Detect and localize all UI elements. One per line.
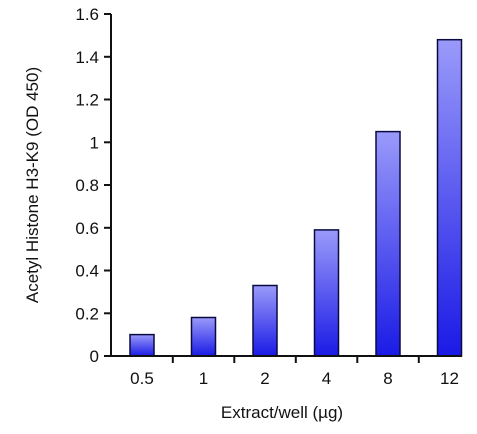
bar-4 [313, 229, 340, 357]
x-tick-label: 12 [440, 369, 459, 388]
bar-0.5 [129, 333, 155, 357]
x-tick-label: 0.5 [130, 369, 154, 388]
y-tick-label: 1.4 [75, 48, 99, 67]
bar-series [129, 38, 463, 357]
y-axis-title: Acetyl Histone H3-K9 (OD 450) [23, 67, 42, 303]
y-tick-label: 0.6 [75, 219, 99, 238]
y-tick-label: 1 [90, 133, 99, 152]
x-axis-title: Extract/well (µg) [221, 403, 343, 422]
y-tick-label: 0 [90, 347, 99, 366]
y-tick-label: 1.2 [75, 91, 99, 110]
bar-2 [252, 284, 278, 357]
bar-8 [375, 130, 401, 357]
y-tick-label: 0.8 [75, 176, 99, 195]
x-tick-label: 4 [322, 369, 331, 388]
bar-12 [436, 38, 463, 357]
plot-area: 00.20.40.60.811.21.41.6 0.5 1 2 4 8 12 [75, 5, 463, 388]
y-tick-label: 1.6 [75, 5, 99, 24]
y-tick-label: 0.2 [75, 304, 99, 323]
x-tick-label: 8 [383, 369, 392, 388]
y-axis-ticks: 0 0.2 0.4 0.6 0.8 1 1.2 1.4 1.6 [75, 5, 111, 366]
y-tick-label: 0.4 [75, 262, 99, 281]
x-tick-label: 2 [260, 369, 269, 388]
bar-1 [190, 316, 217, 357]
x-tick-label: 1 [199, 369, 208, 388]
x-axis-ticks: 0.5 1 2 4 8 12 [130, 356, 459, 388]
